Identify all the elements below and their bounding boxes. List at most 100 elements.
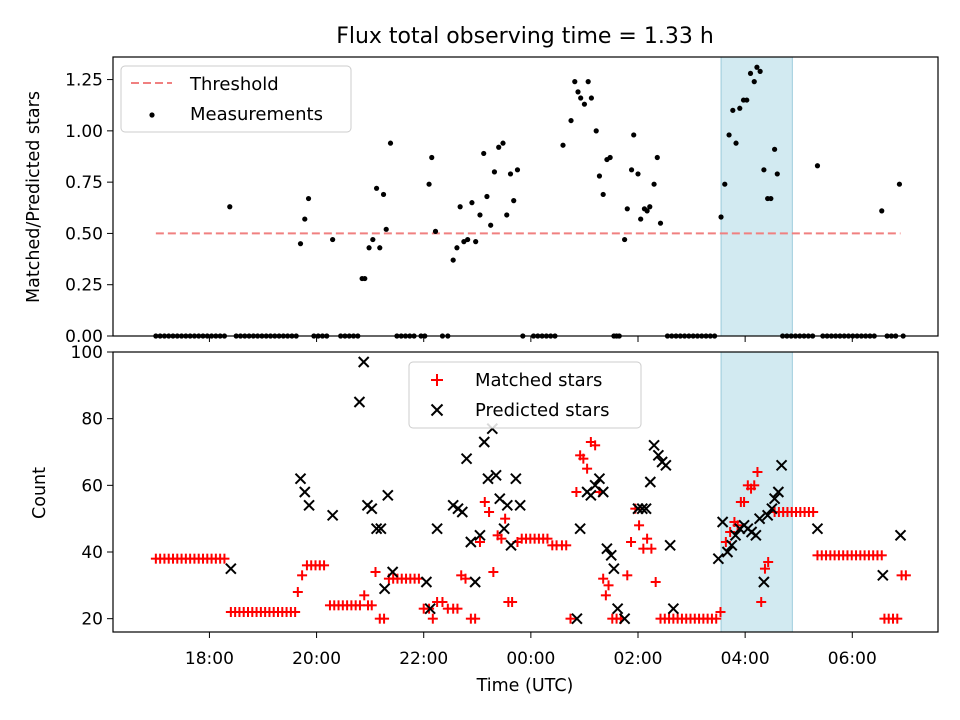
measurement-point — [585, 79, 591, 85]
matched-star-point — [319, 560, 330, 571]
legend-matched-label: Matched stars — [475, 370, 602, 391]
measurement-point — [722, 181, 728, 187]
measurement-point — [473, 239, 479, 245]
predicted-star-point — [640, 502, 652, 515]
matched-star-point — [507, 597, 518, 607]
predicted-star-point — [766, 502, 778, 515]
legend-threshold-label: Threshold — [189, 74, 279, 95]
predicted-star-point — [753, 512, 766, 525]
legend-measurements-label: Measurements — [190, 104, 323, 125]
predicted-star-point — [510, 472, 522, 485]
measurement-point — [631, 132, 637, 138]
matched-star-point — [759, 563, 770, 574]
matched-star-point — [470, 613, 481, 624]
predicted-star-point — [469, 576, 481, 588]
measurement-point — [774, 171, 780, 177]
x-tick-label: 02:00 — [614, 649, 663, 669]
measurement-point — [588, 95, 594, 101]
measurement-point — [726, 132, 732, 138]
legend-predicted-label: Predicted stars — [475, 400, 609, 421]
measurement-point — [387, 140, 394, 146]
matched-star-point — [292, 587, 303, 597]
measurement-point — [730, 107, 736, 113]
measurement-point — [568, 117, 574, 124]
measurement-point — [560, 142, 566, 148]
measurement-point — [768, 195, 774, 202]
measurement-point — [297, 241, 304, 247]
matched-star-point — [603, 580, 614, 591]
measurement-point — [469, 200, 475, 206]
predicted-star-point — [474, 529, 486, 542]
predicted-star-point — [431, 522, 443, 535]
matched-star-point — [219, 553, 230, 564]
measurement-point — [511, 198, 517, 204]
matched-star-point — [876, 550, 887, 561]
measurement-point — [578, 95, 584, 101]
predicted-star-point — [447, 499, 459, 512]
matched-star-point — [749, 480, 760, 491]
matched-star-point — [650, 577, 661, 587]
bottom-y-tick-label: 60 — [81, 476, 103, 496]
measurement-point — [651, 181, 657, 187]
measurement-point — [581, 101, 588, 107]
top-legend: Threshold Measurements — [120, 65, 352, 133]
measurement-point — [484, 193, 490, 200]
measurement-point — [896, 181, 903, 187]
measurement-point — [644, 208, 650, 214]
predicted-star-point — [721, 546, 734, 558]
measurement-point — [596, 173, 603, 179]
predicted-star-point — [758, 576, 770, 588]
matched-star-point — [590, 440, 601, 451]
predicted-star-point — [667, 602, 680, 615]
matched-star-point — [488, 567, 499, 577]
measurement-point — [638, 216, 644, 222]
measurement-point — [500, 140, 506, 146]
predicted-star-point — [498, 522, 510, 535]
measurement-point — [491, 169, 498, 175]
predicted-star-point — [611, 602, 624, 615]
matched-star-point — [460, 573, 471, 584]
measurement-point — [754, 64, 760, 70]
measurement-point — [572, 79, 578, 85]
legend-measurement-marker — [149, 112, 155, 118]
measurement-point — [814, 163, 821, 169]
bottom-y-axis-label: Count — [30, 467, 50, 519]
measurement-point — [450, 257, 456, 263]
measurement-point — [496, 144, 502, 150]
bottom-y-tick-label: 40 — [81, 543, 103, 563]
matched-star-point — [578, 453, 589, 464]
matched-star-point — [642, 533, 653, 544]
matched-star-point — [715, 607, 726, 617]
matched-star-point — [711, 613, 722, 624]
top-axes-frame — [112, 56, 939, 337]
predicted-star-point — [660, 459, 672, 472]
predicted-star-point — [386, 566, 399, 578]
matched-star-point — [739, 497, 750, 507]
predicted-star-point — [601, 542, 613, 555]
measurement-point — [751, 79, 757, 85]
predicted-star-point — [326, 509, 339, 522]
predicted-star-point — [726, 539, 738, 552]
matched-star-point — [452, 603, 463, 614]
measurement-point — [647, 204, 653, 210]
predicted-star-point — [608, 562, 620, 575]
predicted-star-point — [478, 436, 490, 448]
measurement-point — [330, 236, 336, 243]
matched-star-point — [756, 597, 767, 607]
predicted-star-point — [636, 502, 648, 515]
observing-window-span — [720, 56, 793, 337]
measurement-point — [747, 70, 754, 77]
measurement-point — [370, 236, 376, 243]
predicted-star-point — [375, 522, 387, 535]
bottom-y-tick-label: 100 — [71, 343, 103, 363]
measurement-point — [744, 97, 750, 103]
legend-matched-marker — [431, 374, 443, 386]
measurement-point — [737, 105, 743, 111]
measurement-point — [879, 208, 885, 214]
predicted-star-point — [378, 582, 391, 595]
measurement-point — [507, 171, 514, 177]
predicted-star-point — [652, 449, 665, 462]
top-x-ticks — [208, 336, 853, 342]
predicted-star-point — [366, 502, 378, 515]
measurement-point — [383, 226, 389, 232]
